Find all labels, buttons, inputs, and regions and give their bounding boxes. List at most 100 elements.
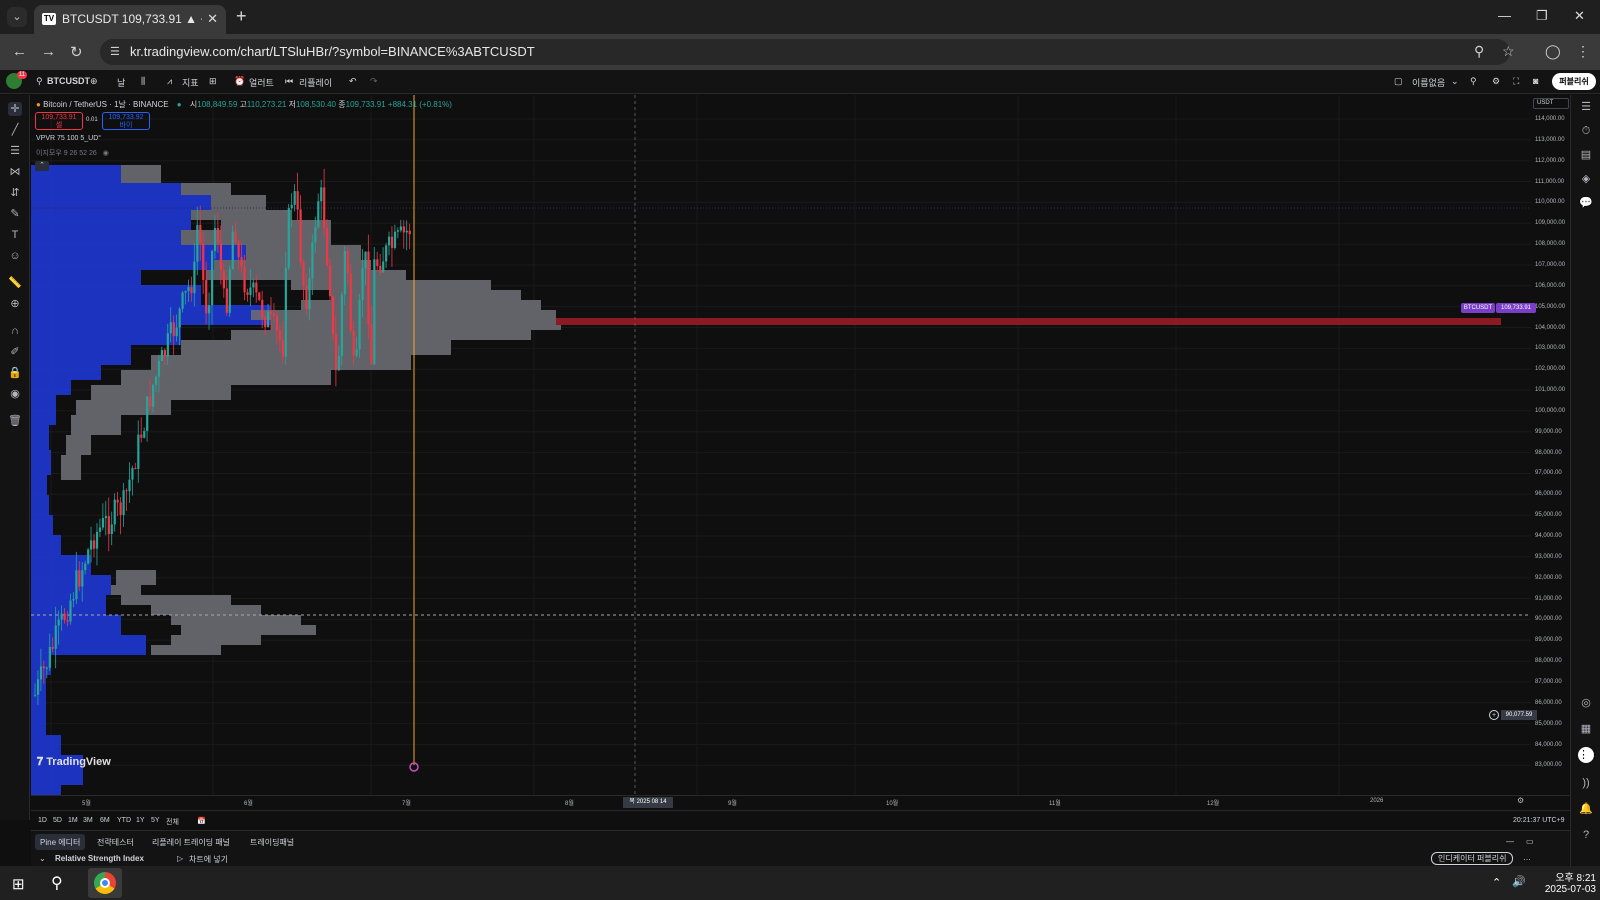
indicator-vpvr-legend[interactable]: VPVR 75 100 5_UD° — [36, 135, 102, 142]
range-button-전체[interactable]: 전체 — [166, 819, 179, 826]
eye-icon[interactable]: ◉ — [10, 388, 20, 400]
undo-icon[interactable]: ↶ — [349, 76, 357, 86]
magnet-icon[interactable]: ∩ — [11, 325, 19, 337]
indicators-icon[interactable]: ⩘ — [167, 76, 173, 86]
plus-icon[interactable]: + — [236, 6, 247, 26]
reload-icon[interactable]: ↻ — [70, 44, 83, 61]
camera-icon[interactable]: ◙ — [1533, 76, 1539, 86]
tab-replay-trading[interactable]: 리플레이 트레이딩 패널 — [152, 838, 231, 847]
pine-script-name[interactable]: Relative Strength Index — [55, 854, 144, 863]
chat-icon[interactable]: 💬 — [1579, 197, 1593, 209]
interval-button[interactable]: 날 — [117, 78, 126, 88]
watchlist-icon[interactable]: ☰ — [1581, 101, 1591, 113]
tab-trading-panel[interactable]: 트레이딩패널 — [250, 838, 295, 847]
search-icon[interactable]: ⚲ — [51, 875, 63, 892]
kebab-menu-icon[interactable]: ⋮ — [1576, 43, 1590, 59]
gear-icon[interactable]: ⚙ — [1492, 76, 1501, 86]
fullscreen-icon[interactable]: ⛶ — [1513, 76, 1520, 86]
candle-type-icon[interactable]: ⫼ — [141, 76, 146, 86]
help-icon[interactable]: ? — [1582, 829, 1590, 841]
tab-search-icon[interactable]: ⌄ — [7, 7, 27, 27]
ruler-icon[interactable]: 📏 — [8, 277, 22, 289]
play-icon[interactable]: ▷ — [177, 854, 184, 863]
range-button-1m[interactable]: 1M — [68, 817, 78, 824]
range-button-ytd[interactable]: YTD — [117, 817, 131, 824]
restore-icon[interactable]: ❐ — [1536, 8, 1548, 23]
tab-strategy-tester[interactable]: 전략테스터 — [97, 838, 134, 847]
indicators-button[interactable]: 지표 — [182, 78, 199, 88]
add-to-chart-button[interactable]: 차트에 넣기 — [189, 855, 229, 864]
maximize-panel-icon[interactable]: ▭ — [1526, 837, 1534, 846]
apps-icon[interactable]: ⋮⋮ — [1578, 747, 1600, 763]
lock-icon[interactable]: 🔒 — [8, 367, 22, 379]
sell-button[interactable]: 109,733.91 셀 — [35, 112, 83, 130]
alerts-clock-icon[interactable]: ⏱ — [1581, 125, 1591, 137]
taskbar-date[interactable]: 2025-07-03 — [1544, 884, 1596, 895]
replay-icon[interactable]: ⏮ — [285, 76, 294, 86]
chart-canvas[interactable] — [31, 95, 1531, 820]
eye-icon[interactable]: ◉ — [102, 150, 109, 157]
calendar-icon[interactable]: ▦ — [1580, 723, 1592, 735]
plus-icon[interactable]: + — [1489, 710, 1499, 720]
layout-name-button[interactable]: 이름없음 — [1412, 78, 1446, 88]
chevron-down-icon[interactable]: ⌄ — [39, 854, 46, 863]
stay-drawing-icon[interactable]: ✐ — [10, 346, 20, 358]
range-button-3m[interactable]: 3M — [83, 817, 93, 824]
buy-button[interactable]: 109,733.92 바이 — [102, 112, 150, 130]
pattern-icon[interactable]: ⋈ — [9, 166, 21, 178]
minimize-icon[interactable]: — — [1498, 8, 1511, 23]
fib-icon[interactable]: ☰ — [10, 145, 20, 157]
layers-icon[interactable]: ◈ — [1581, 173, 1591, 185]
projection-icon[interactable]: ⇵ — [10, 187, 20, 199]
templates-icon[interactable]: ⊞ — [209, 76, 217, 86]
windows-start-icon[interactable]: ⊞ — [12, 876, 25, 893]
trash-icon[interactable]: 🗑 — [8, 415, 22, 427]
chrome-icon[interactable] — [94, 872, 116, 894]
compare-plus-icon[interactable]: ⊕ — [90, 76, 98, 86]
layout-icon[interactable]: ▢ — [1394, 76, 1403, 86]
range-button-6m[interactable]: 6M — [100, 817, 110, 824]
range-button-1d[interactable]: 1D — [38, 817, 47, 824]
currency-select[interactable]: USDT — [1533, 98, 1569, 109]
search-icon[interactable]: ⚲ — [36, 76, 43, 86]
chevron-down-icon[interactable]: ⌄ — [1451, 76, 1459, 86]
alert-button[interactable]: 얼러트 — [249, 78, 274, 88]
url-input[interactable]: ☰ kr.tradingview.com/chart/LTSluHBr/?sym… — [100, 39, 1510, 65]
forward-arrow-icon[interactable]: → — [41, 43, 56, 60]
taskbar-time[interactable]: 오후 8:21 — [1555, 873, 1596, 884]
url-text[interactable]: kr.tradingview.com/chart/LTSluHBr/?symbo… — [130, 44, 535, 59]
calendar-icon[interactable]: 📅 — [197, 818, 206, 825]
window-close-icon[interactable]: ✕ — [1574, 8, 1585, 23]
star-icon[interactable]: ☆ — [1502, 43, 1515, 59]
emoji-icon[interactable]: ☺ — [9, 250, 21, 262]
close-icon[interactable]: ✕ — [207, 11, 218, 26]
indicator-ichimoku-legend[interactable]: 이지모우 9 26 52 26 — [36, 150, 97, 157]
signal-icon[interactable]: )) — [1582, 777, 1590, 789]
replay-button[interactable]: 리플레이 — [299, 78, 333, 88]
site-info-icon[interactable]: ☰ — [110, 46, 120, 58]
browser-tab[interactable]: TV BTCUSDT 109,733.91 ▲ +0.81 ✕ — [34, 5, 226, 34]
publish-indicator-button[interactable]: 인디케이터 퍼블리쉬 — [1431, 852, 1514, 865]
zoom-icon[interactable]: ⚲ — [1474, 43, 1485, 59]
tray-chevron-icon[interactable]: ⌃ — [1492, 877, 1502, 889]
bell-icon[interactable]: 🔔 — [1579, 803, 1593, 815]
price-axis[interactable]: USDT 114,000.00 113,000.00 112,000.00 111,0… — [1461, 95, 1570, 795]
range-button-5y[interactable]: 5Y — [151, 817, 160, 824]
volume-icon[interactable]: 🔊 — [1512, 876, 1526, 888]
symbol-search-button[interactable]: BTCUSDT — [47, 76, 90, 86]
gear-icon[interactable]: ⚙ — [1517, 796, 1525, 805]
redo-icon[interactable]: ↷ — [370, 76, 378, 86]
news-icon[interactable]: ▤ — [1580, 149, 1592, 161]
minimize-panel-icon[interactable]: — — [1506, 837, 1514, 846]
quick-search-icon[interactable]: ⚲ — [1470, 76, 1477, 86]
alert-icon[interactable]: ⏰ — [234, 76, 246, 86]
publish-button[interactable]: 퍼블리쉬 — [1552, 73, 1596, 90]
brush-icon[interactable]: ✎ — [10, 208, 20, 220]
chart-pane[interactable]: ● Bitcoin / TetherUS · 1날 · BINANCE ● 시1… — [31, 95, 1531, 820]
trend-line-icon[interactable]: ╱ — [11, 124, 19, 136]
zoom-in-icon[interactable]: ⊕ — [10, 298, 20, 310]
collapse-legend-icon[interactable]: ⌃ — [35, 161, 49, 171]
back-arrow-icon[interactable]: ← — [12, 43, 27, 60]
range-button-1y[interactable]: 1Y — [136, 817, 145, 824]
crosshair-icon[interactable]: ✛ — [8, 102, 22, 116]
